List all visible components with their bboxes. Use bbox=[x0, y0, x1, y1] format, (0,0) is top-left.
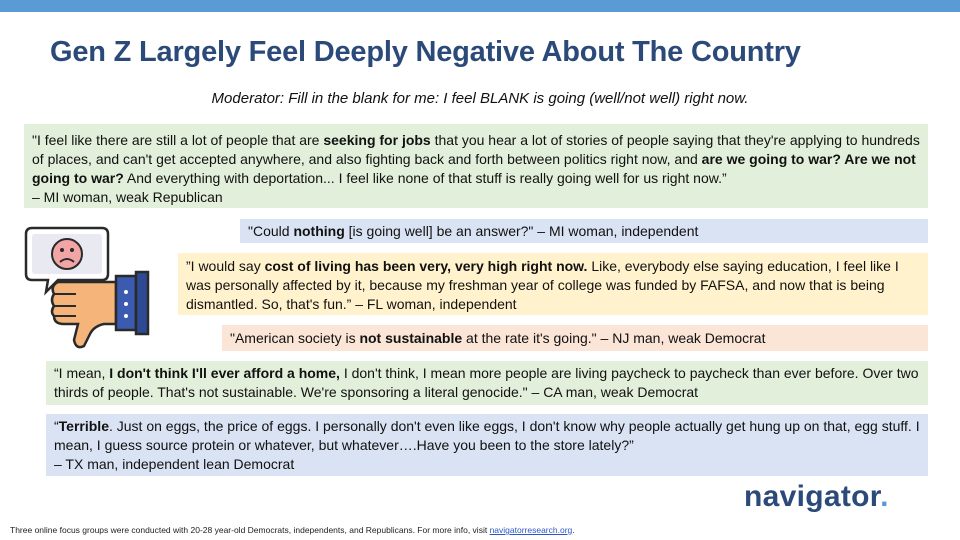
quote-attribution: – MI woman, weak Republican bbox=[32, 189, 223, 205]
quote-attribution: – TX man, independent lean Democrat bbox=[54, 456, 295, 472]
thumbs-down-sad-face-icon bbox=[24, 226, 150, 349]
quote-ca-man-democrat: “I mean, I don't think I'll ever afford … bbox=[46, 361, 928, 405]
navigator-logo: navigator. bbox=[744, 480, 889, 513]
top-bar bbox=[0, 0, 960, 12]
quote-tx-man-independent: “Terrible. Just on eggs, the price of eg… bbox=[46, 414, 928, 476]
quote-nj-man-democrat: "American society is not sustainable at … bbox=[222, 325, 928, 351]
quote-fl-woman-independent: ”I would say cost of living has been ver… bbox=[178, 253, 928, 315]
navigator-research-link[interactable]: navigatorresearch.org bbox=[489, 525, 573, 535]
quote-mi-woman-independent: "Could nothing [is going well] be an ans… bbox=[240, 219, 928, 243]
quote-mi-woman-republican: "I feel like there are still a lot of pe… bbox=[24, 124, 928, 208]
moderator-prompt: Moderator: Fill in the blank for me: I f… bbox=[211, 90, 749, 107]
footer-note: Three online focus groups were conducted… bbox=[10, 525, 575, 535]
slide-title: Gen Z Largely Feel Deeply Negative About… bbox=[50, 36, 801, 68]
